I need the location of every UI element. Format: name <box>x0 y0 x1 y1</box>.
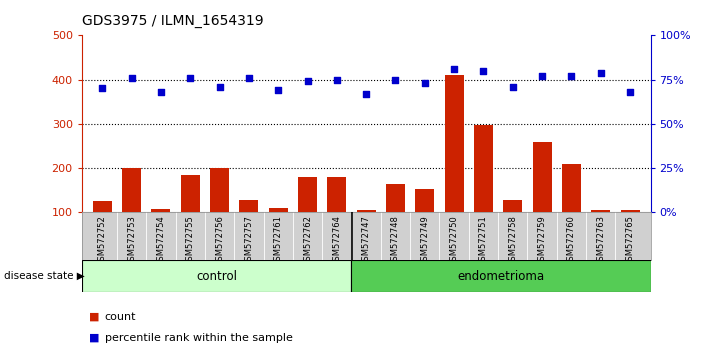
Bar <box>181 175 200 257</box>
Point <box>536 73 547 79</box>
Bar <box>351 260 651 292</box>
Point <box>272 87 284 93</box>
Text: GSM572752: GSM572752 <box>98 215 107 266</box>
Point <box>185 75 196 81</box>
Bar <box>621 210 640 257</box>
Point <box>449 66 460 72</box>
Point <box>624 89 636 95</box>
Text: GSM572747: GSM572747 <box>362 215 370 266</box>
Bar <box>122 168 141 257</box>
Text: GSM572754: GSM572754 <box>156 215 166 266</box>
Text: GSM572750: GSM572750 <box>449 215 459 266</box>
Text: GSM572753: GSM572753 <box>127 215 136 266</box>
Text: ■: ■ <box>89 312 100 322</box>
Point <box>302 79 314 84</box>
Bar <box>357 210 375 257</box>
Point <box>155 89 166 95</box>
Point <box>478 68 489 74</box>
Text: GSM572764: GSM572764 <box>332 215 341 266</box>
Point <box>360 91 372 97</box>
Text: GSM572755: GSM572755 <box>186 215 195 266</box>
Text: GDS3975 / ILMN_1654319: GDS3975 / ILMN_1654319 <box>82 14 263 28</box>
Point <box>566 73 577 79</box>
Point <box>243 75 255 81</box>
Bar <box>533 142 552 257</box>
Point <box>331 77 343 82</box>
Point <box>595 70 606 75</box>
Bar <box>444 75 464 257</box>
Text: GSM572751: GSM572751 <box>479 215 488 266</box>
Point <box>390 77 401 82</box>
Text: ■: ■ <box>89 333 100 343</box>
Point <box>214 84 225 90</box>
Text: disease state ▶: disease state ▶ <box>4 271 85 281</box>
Text: GSM572749: GSM572749 <box>420 215 429 266</box>
Bar <box>503 200 523 257</box>
Text: percentile rank within the sample: percentile rank within the sample <box>105 333 292 343</box>
Text: GSM572761: GSM572761 <box>274 215 283 266</box>
Bar <box>151 209 171 257</box>
Bar <box>327 177 346 257</box>
Bar <box>386 184 405 257</box>
Text: GSM572748: GSM572748 <box>391 215 400 266</box>
Text: GSM572759: GSM572759 <box>538 215 547 266</box>
Text: control: control <box>196 270 237 282</box>
Bar <box>240 200 258 257</box>
Text: GSM572760: GSM572760 <box>567 215 576 266</box>
Text: GSM572765: GSM572765 <box>626 215 634 266</box>
Text: GSM572758: GSM572758 <box>508 215 518 266</box>
Text: GSM572757: GSM572757 <box>245 215 253 266</box>
Bar <box>415 189 434 257</box>
Bar <box>298 177 317 257</box>
Bar <box>474 125 493 257</box>
Bar <box>210 168 229 257</box>
Text: GSM572763: GSM572763 <box>597 215 605 266</box>
Bar <box>269 208 288 257</box>
Text: GSM572756: GSM572756 <box>215 215 224 266</box>
Text: GSM572762: GSM572762 <box>303 215 312 266</box>
Text: count: count <box>105 312 136 322</box>
Point <box>126 75 137 81</box>
Bar <box>562 164 581 257</box>
Bar <box>92 201 112 257</box>
Point <box>419 80 430 86</box>
Bar <box>82 260 351 292</box>
Point <box>97 86 108 91</box>
Text: endometrioma: endometrioma <box>457 270 545 282</box>
Point <box>507 84 518 90</box>
Bar <box>591 210 610 257</box>
